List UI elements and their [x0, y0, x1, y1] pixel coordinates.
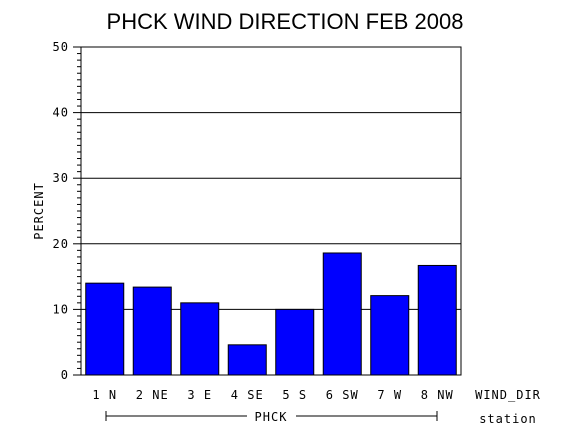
y-axis: 0 10 20 30 40 50 — [53, 40, 81, 382]
y-tick-label: 0 — [61, 368, 69, 382]
y-tick-label: 10 — [53, 302, 69, 316]
x-tick-label: 4 SE — [231, 388, 264, 402]
x-tick-label: 7 W — [377, 388, 402, 402]
y-axis-label: PERCENT — [32, 182, 46, 240]
x-tick-label: 3 E — [187, 388, 212, 402]
bars — [85, 252, 457, 376]
gridlines — [81, 46, 461, 310]
x-tick-label: 1 N — [92, 388, 117, 402]
y-tick-label: 50 — [53, 40, 69, 54]
group-axis-label: station — [479, 412, 537, 426]
bar — [85, 282, 125, 376]
group-axis: PHCK — [105, 410, 438, 424]
bar — [322, 252, 362, 376]
x-axis-label: WIND_DIR — [475, 388, 541, 402]
x-tick-label: 6 SW — [326, 388, 359, 402]
x-axis: 1 N 2 NE 3 E 4 SE 5 S 6 SW 7 W 8 NW — [92, 388, 454, 402]
x-tick-label: 5 S — [282, 388, 307, 402]
group-label: PHCK — [255, 410, 288, 424]
x-tick-label: 2 NE — [136, 388, 169, 402]
bar — [275, 308, 315, 376]
y-tick-label: 30 — [53, 171, 69, 185]
y-tick-label: 20 — [53, 237, 69, 251]
chart-title: PHCK WIND DIRECTION FEB 2008 — [107, 9, 464, 34]
x-tick-label: 8 NW — [421, 388, 454, 402]
y-tick-label: 40 — [53, 106, 69, 120]
bar — [227, 344, 267, 376]
bar — [180, 302, 220, 376]
bar — [417, 264, 457, 376]
bar — [132, 286, 172, 376]
bar — [370, 295, 410, 376]
